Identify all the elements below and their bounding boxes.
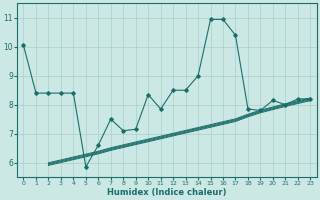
X-axis label: Humidex (Indice chaleur): Humidex (Indice chaleur) bbox=[107, 188, 227, 197]
